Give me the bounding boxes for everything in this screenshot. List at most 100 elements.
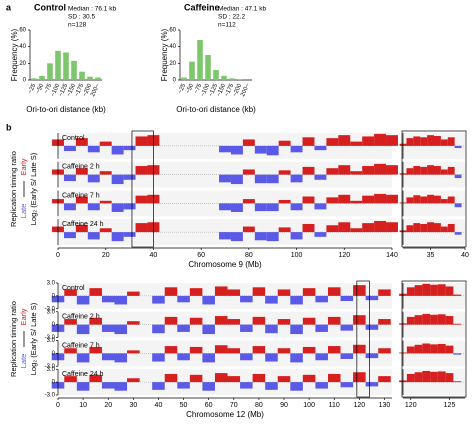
x-tick-label: 50	[180, 402, 188, 409]
timing-bar	[340, 382, 354, 388]
late-label: Late	[19, 204, 28, 219]
timing-bar	[219, 203, 231, 211]
y-tick-label: 3.0	[47, 281, 56, 287]
x-tick-label: 70	[230, 402, 238, 409]
timing-bar	[87, 232, 100, 240]
timing-bar	[454, 232, 462, 235]
annotation: n=128	[68, 22, 87, 29]
y-tick-label: 20	[19, 61, 26, 67]
timing-bar	[127, 321, 140, 325]
timing-bar	[123, 203, 136, 210]
timing-bar	[447, 137, 455, 146]
x-tick-label: 40	[461, 252, 469, 259]
timing-bar	[340, 295, 354, 302]
timing-bar	[302, 288, 316, 296]
timing-bar	[277, 289, 291, 296]
timing-bar	[111, 145, 124, 155]
timing-bar	[202, 353, 215, 363]
bar	[237, 79, 243, 80]
timing-bar	[338, 135, 351, 146]
timing-bar	[114, 353, 128, 363]
timing-bar	[123, 145, 136, 151]
timing-bar	[427, 222, 434, 233]
timing-bar	[254, 232, 267, 241]
timing-bar	[219, 145, 231, 153]
timing-bar	[202, 295, 215, 305]
x-tick-label: 80	[255, 402, 263, 409]
annotation: SD : 30.5	[68, 14, 95, 21]
y-axis-label: Frequency (%)	[160, 28, 169, 81]
timing-bar	[230, 145, 243, 155]
y-tick-label: -3.0	[45, 335, 56, 341]
timing-bar	[177, 324, 190, 332]
timing-bar	[214, 373, 228, 383]
timing-bar	[314, 203, 327, 210]
y-axis-label: Replication timing ratio	[9, 151, 18, 227]
timing-bar	[75, 224, 88, 233]
timing-bar	[302, 196, 315, 204]
y-tick-label: 3.0	[47, 367, 56, 373]
timing-bar	[277, 376, 291, 383]
timing-bar	[64, 348, 77, 354]
bar	[79, 71, 85, 80]
timing-bar	[63, 203, 76, 211]
x-tick-label: ~100	[200, 82, 211, 97]
timing-bar	[353, 285, 366, 296]
x-tick-label: ~150	[66, 82, 77, 97]
timing-bar	[315, 353, 328, 361]
timing-bar	[365, 324, 379, 330]
timing-bar	[265, 295, 278, 304]
timing-bar	[454, 174, 462, 179]
timing-bar	[290, 145, 303, 153]
timing-bar	[326, 197, 339, 204]
timing-bar	[350, 228, 363, 233]
x-tick-label: ~75	[193, 82, 203, 94]
panel-label: b	[6, 122, 12, 132]
timing-bar	[350, 171, 363, 175]
highlight-box	[131, 130, 154, 248]
timing-bar	[266, 203, 279, 212]
timing-bar	[63, 145, 76, 152]
timing-bar	[101, 295, 115, 303]
timing-bar	[406, 346, 415, 354]
bar	[181, 77, 187, 80]
timing-bar	[252, 316, 266, 325]
timing-bar	[254, 145, 267, 154]
timing-bar	[240, 382, 253, 389]
x-tick-label: 20	[104, 402, 112, 409]
timing-bar	[420, 137, 428, 146]
timing-bar	[219, 232, 231, 240]
x-axis-label: Ori-to-ori distance (kb)	[26, 105, 106, 114]
timing-bar	[406, 197, 414, 204]
panel-label: a	[6, 2, 12, 12]
timing-bar	[64, 376, 77, 383]
timing-bar	[338, 165, 351, 175]
timing-bar	[277, 319, 291, 325]
timing-bar	[278, 199, 291, 204]
x-tick-label: 90	[280, 402, 288, 409]
x-tick-label: 110	[329, 402, 340, 409]
zoom-frame	[401, 280, 467, 398]
timing-bar	[114, 324, 128, 335]
timing-bar	[406, 168, 414, 175]
y-tick-label: 40	[169, 44, 176, 50]
timing-bar	[422, 283, 431, 296]
timing-bar	[302, 346, 316, 354]
timing-bar	[99, 141, 112, 146]
timing-bar	[202, 382, 215, 391]
timing-bar	[314, 174, 327, 180]
timing-bar	[430, 314, 438, 325]
x-tick-label: 200~	[90, 83, 101, 98]
timing-bar	[127, 291, 140, 296]
x-tick-label: 40	[150, 252, 158, 259]
timing-bar	[454, 145, 462, 149]
late-label: Late	[19, 354, 28, 369]
timing-bar	[135, 195, 148, 204]
track-name: Caffeine 7 h	[62, 192, 100, 199]
timing-bar	[454, 203, 462, 208]
x-tick-label: ~200	[232, 82, 243, 97]
bar	[39, 75, 45, 80]
timing-bar	[434, 223, 441, 233]
bar	[87, 76, 93, 80]
